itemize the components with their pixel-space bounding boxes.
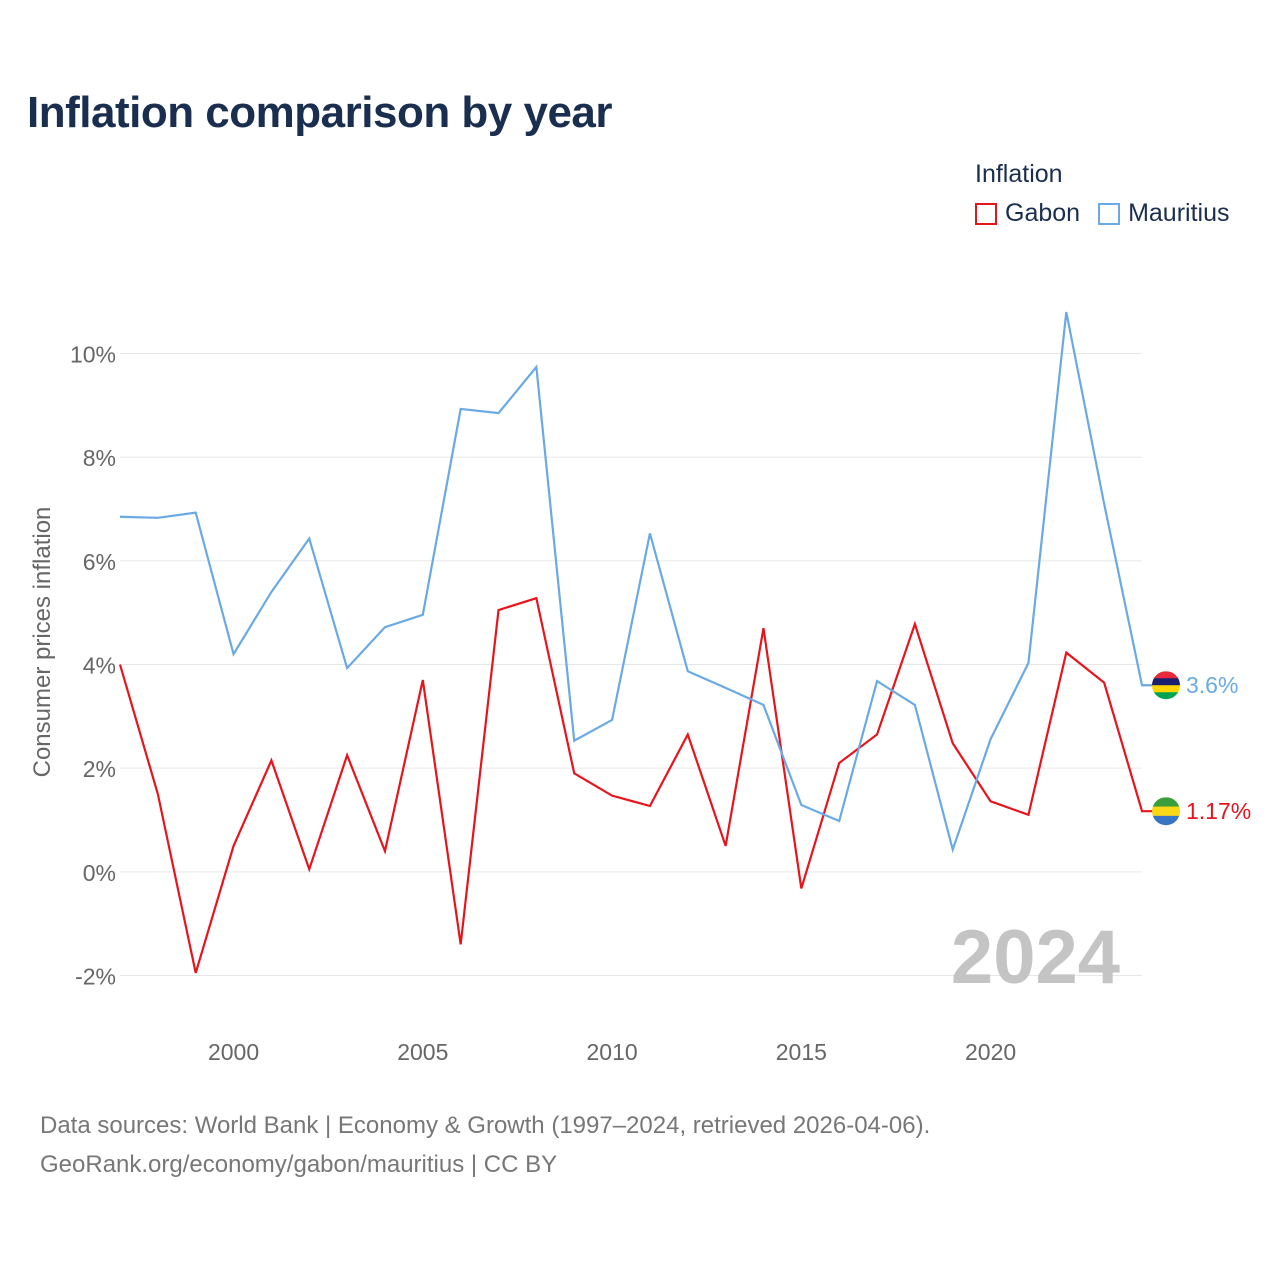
footer-link[interactable]: GeoRank.org/economy/gabon/mauritius | CC… [40,1151,558,1178]
y-tick-label: 10% [70,342,116,368]
y-tick-label: 4% [83,653,116,679]
chart-title: Inflation comparison by year [27,88,613,137]
x-tick-label: 2005 [397,1039,448,1065]
legend-swatch-gabon [975,202,997,225]
series-line-mauritius[interactable] [119,311,1154,854]
x-tick-label: 2015 [776,1039,827,1065]
y-tick-label: 6% [83,549,116,575]
y-axis-label: Consumer prices inflation [29,507,56,778]
flag-icon-gabon [1152,797,1180,826]
footer-sources: Data sources: World Bank | Economy & Gro… [40,1112,931,1139]
y-tick-label: 2% [83,756,116,782]
legend-item-mauritius[interactable]: Mauritius [1098,199,1229,228]
end-label-mauritius: 3.6% [1186,672,1238,698]
line-chart: -2% 0% 2% 4% 6% 8% 10% 2000 2005 2010 2015 2020 20… [29,311,1251,1065]
legend-label-gabon: Gabon [1005,199,1081,227]
legend-item-gabon[interactable]: Gabon [975,199,1080,228]
x-tick-label: 2000 [208,1039,259,1065]
x-tick-label: 2010 [586,1039,637,1065]
series-line-gabon[interactable] [118,596,1154,974]
legend-title: Inflation [975,160,1063,188]
y-tick-label: 8% [83,445,116,471]
y-tick-label: -2% [75,964,116,990]
x-tick-label: 2020 [965,1039,1016,1065]
legend-swatch-mauritius [1098,202,1121,225]
legend: Inflation Gabon Mauritius [975,160,1229,228]
flag-icon-mauritius [1152,671,1180,700]
y-tick-label: 0% [83,860,116,886]
year-watermark: 2024 [951,915,1120,1000]
end-label-gabon: 1.17% [1186,798,1251,824]
legend-label-mauritius: Mauritius [1128,199,1230,227]
footer: Data sources: World Bank | Economy & Gro… [40,1106,930,1184]
